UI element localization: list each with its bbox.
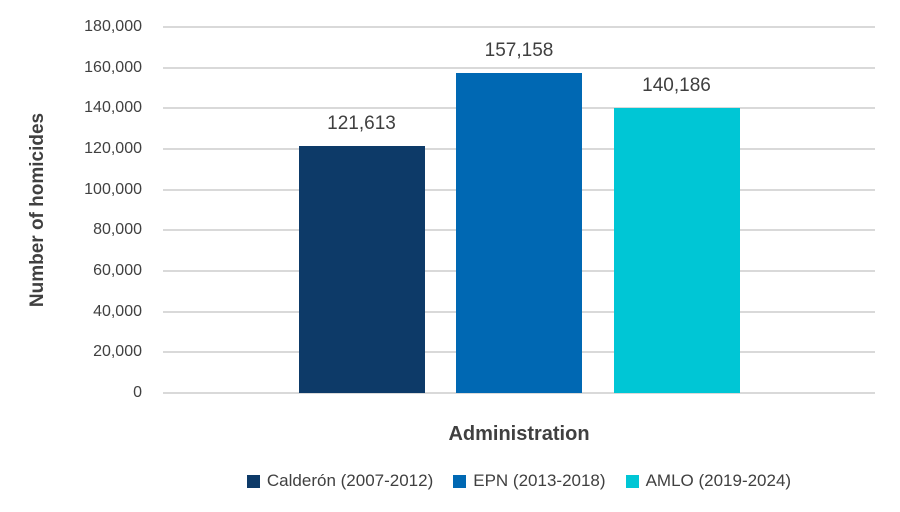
legend-label: EPN (2013-2018) bbox=[473, 471, 606, 490]
gridline bbox=[163, 66, 875, 69]
legend-swatch-icon bbox=[246, 474, 260, 488]
gridline bbox=[163, 26, 875, 28]
y-tick-label: 160,000 bbox=[84, 58, 142, 76]
y-tick-label: 40,000 bbox=[93, 302, 142, 320]
y-tick-label: 120,000 bbox=[84, 140, 142, 157]
y-tick-label: 0 bbox=[133, 384, 142, 401]
bar-calderon bbox=[298, 145, 425, 393]
legend: Calderón (2007-2012) EPN (2013-2018) AMLO … bbox=[163, 471, 875, 491]
legend-item-epn: EPN (2013-2018) bbox=[453, 471, 606, 491]
legend-label: AMLO (2019-2024) bbox=[645, 471, 792, 490]
legend-label: Calderón (2007-2012) bbox=[266, 471, 434, 490]
y-tick-label: 80,000 bbox=[93, 221, 142, 239]
plot-area: 121,613 157,158 140,186 bbox=[163, 26, 875, 394]
legend-item-amlo: AMLO (2019-2024) bbox=[625, 471, 792, 491]
y-tick-label: 140,000 bbox=[84, 99, 142, 117]
y-tick-label: 180,000 bbox=[84, 18, 142, 35]
gridline bbox=[163, 392, 875, 394]
y-tick-label: 20,000 bbox=[93, 343, 142, 361]
y-tick-label: 100,000 bbox=[84, 180, 142, 198]
bar-epn bbox=[456, 73, 582, 393]
bar-label-calderon: 121,613 bbox=[327, 112, 396, 134]
legend-item-calderon: Calderón (2007-2012) bbox=[246, 471, 434, 491]
bar-amlo bbox=[613, 107, 740, 393]
bar-label-amlo: 140,186 bbox=[642, 74, 711, 96]
legend-swatch-icon bbox=[453, 474, 467, 488]
y-tick-label: 60,000 bbox=[93, 262, 142, 279]
legend-swatch-icon bbox=[625, 474, 639, 488]
x-axis-title: Administration bbox=[448, 423, 590, 445]
bar-label-epn: 157,158 bbox=[484, 40, 554, 62]
